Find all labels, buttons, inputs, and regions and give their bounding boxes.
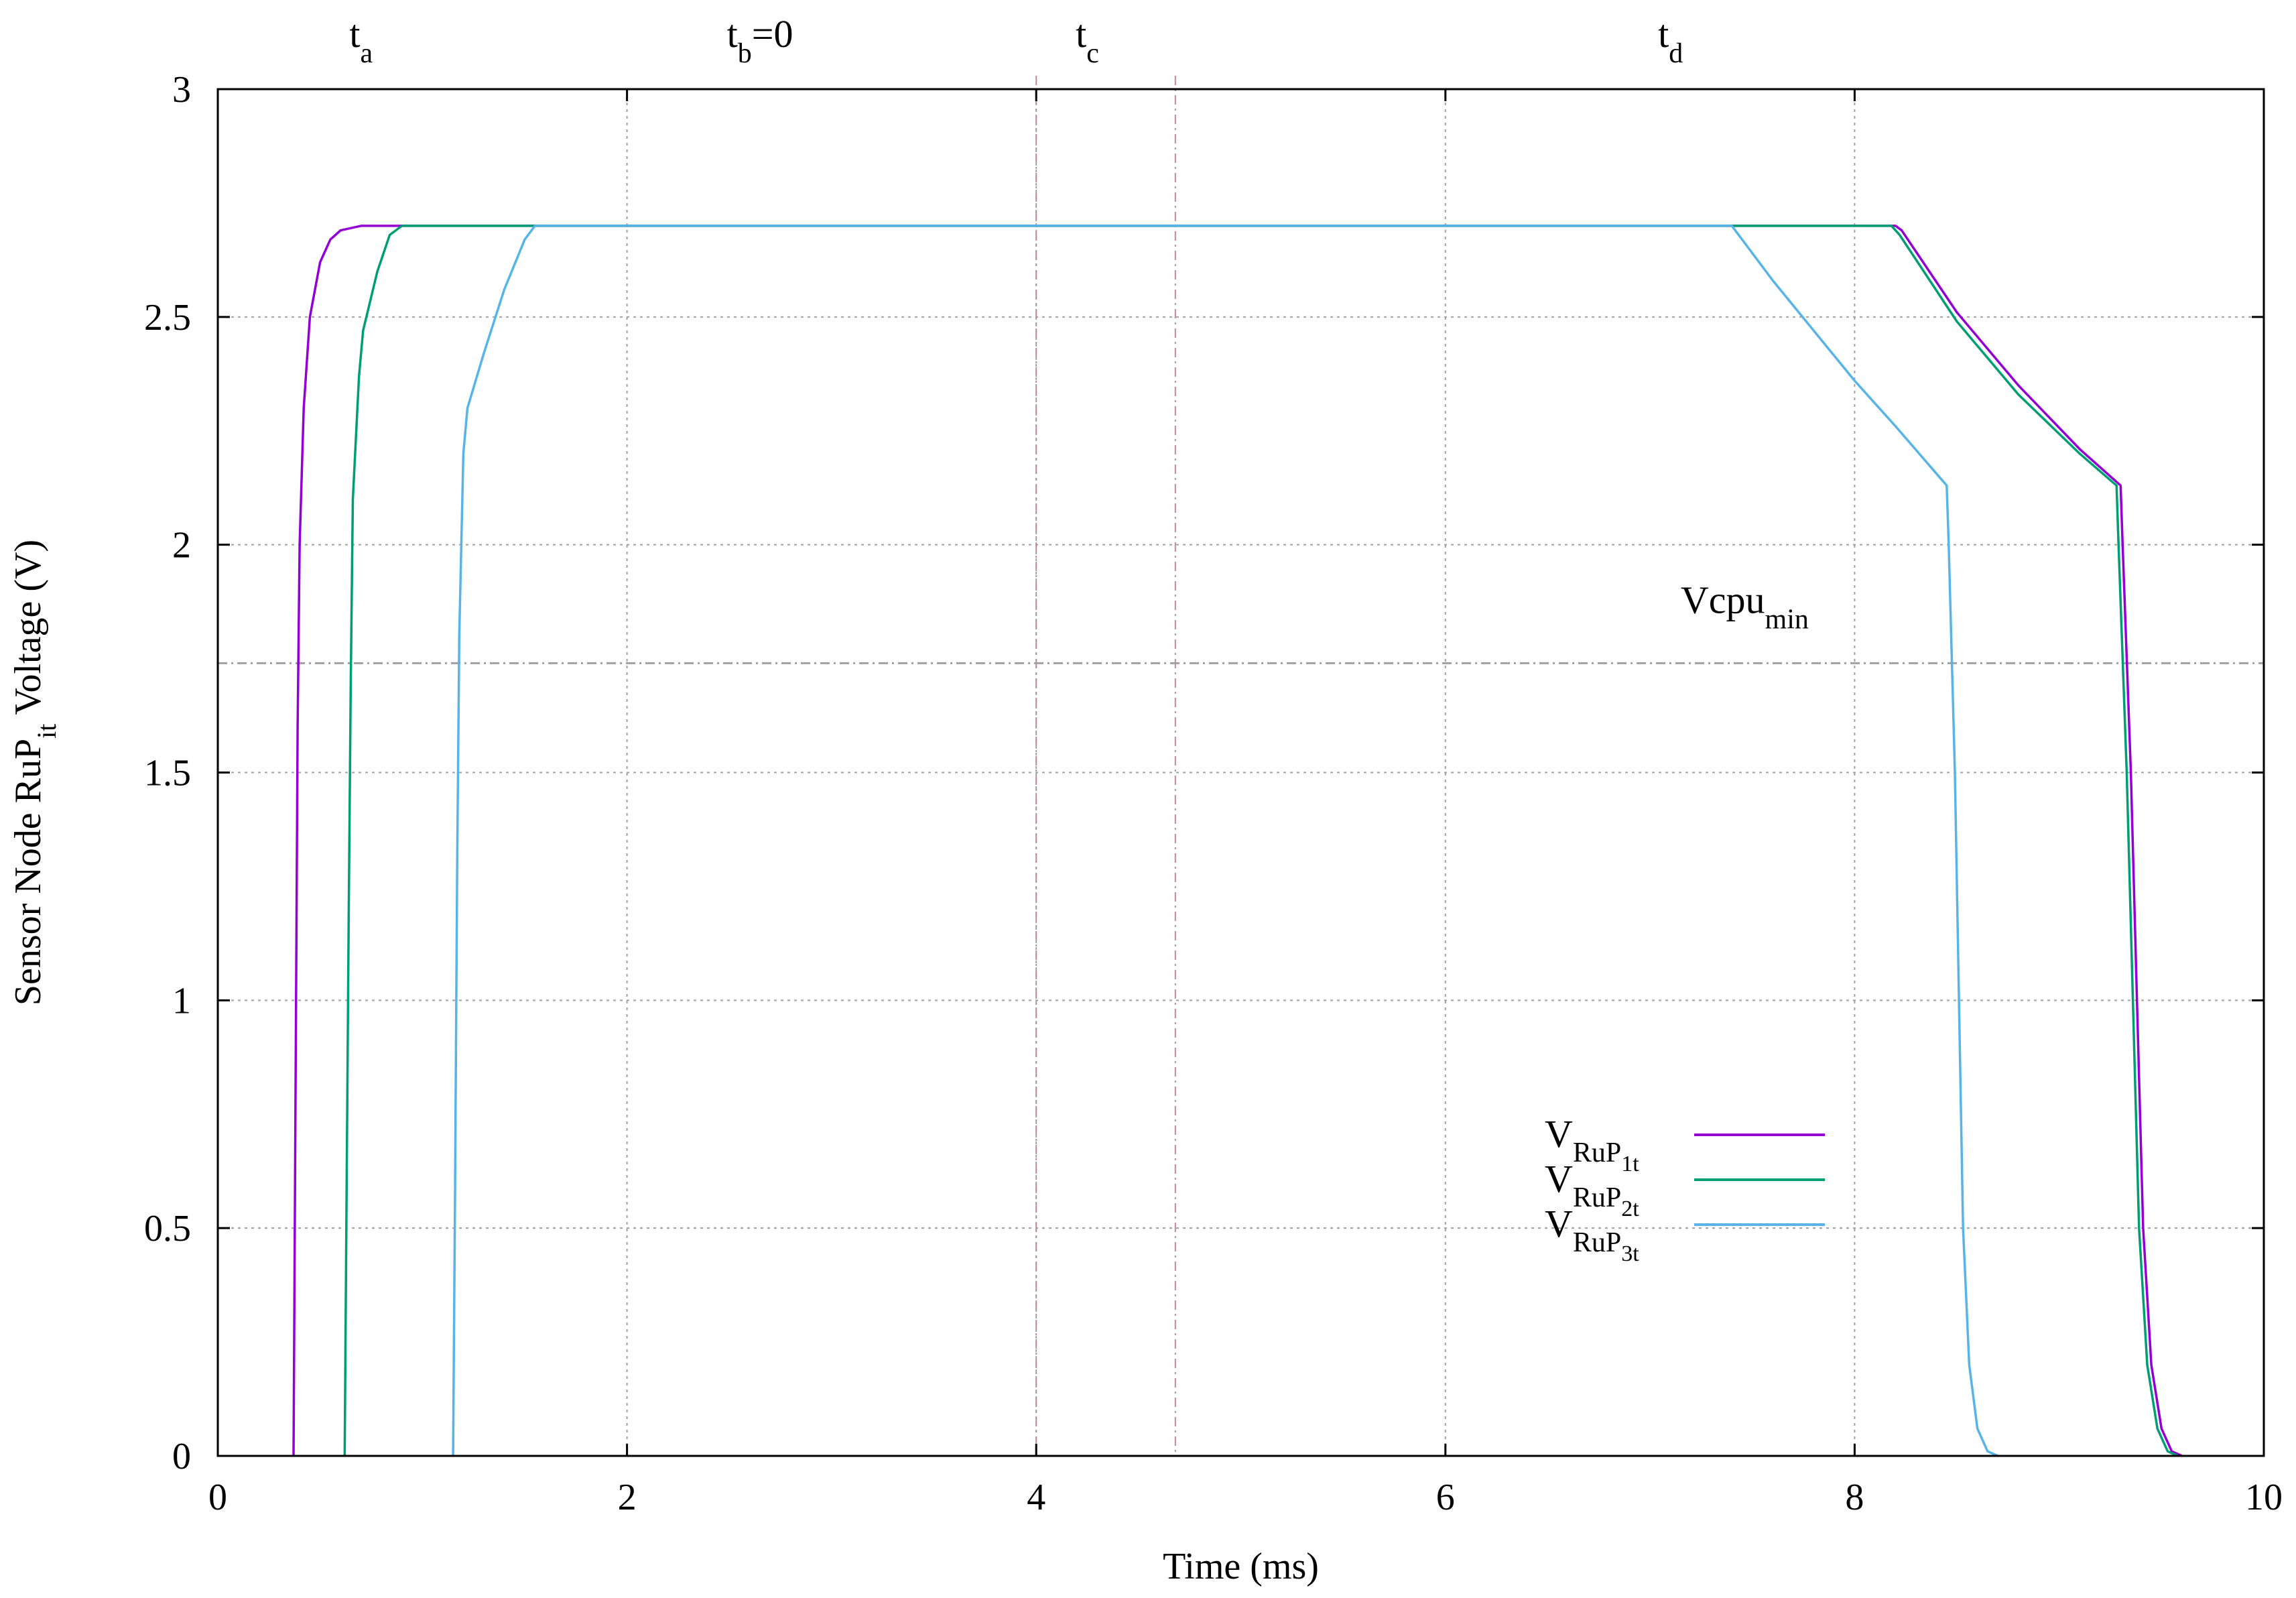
x-tick-label: 6 [1436, 1477, 1455, 1518]
y-axis-label-sub: it [31, 724, 62, 739]
y-axis-label: Sensor Node RuPit Voltage (V) [7, 540, 62, 1005]
axis-ticks [216, 88, 2265, 1457]
time-marker-label-sub: b [738, 38, 752, 69]
time-marker-label-d: td [1658, 12, 1683, 69]
x-tick-label: 8 [1845, 1477, 1864, 1518]
series-line-3 [452, 225, 1998, 1457]
time-marker-label-main: t [1076, 12, 1086, 56]
time-marker-label-sub: c [1086, 38, 1099, 69]
y-axis-label-main: Sensor Node RuP [7, 739, 49, 1005]
vcpu-min-threshold: Vcpumin [218, 578, 2264, 664]
y-tick-label: 0 [172, 1436, 191, 1477]
y-tick-label: 0.5 [144, 1208, 191, 1249]
plot-frame [216, 88, 2265, 1457]
y-axis-label-tail: Voltage (V) [7, 540, 49, 724]
time-marker-label-a: ta [349, 12, 373, 69]
time-marker-label-main: t [349, 12, 360, 56]
time-marker-label-main: t [1658, 12, 1669, 56]
series-line-1 [292, 225, 2183, 1457]
x-tick-label: 0 [208, 1477, 227, 1518]
legend-label-sub: RuP [1573, 1138, 1621, 1168]
time-marker-label-c: tc [1076, 12, 1099, 69]
series-lines [292, 225, 2183, 1457]
legend-label-sub: RuP [1573, 1182, 1621, 1213]
y-tick-label: 3 [172, 69, 191, 111]
time-marker-label-sub: a [360, 38, 373, 69]
y-tick-label: 2.5 [144, 297, 191, 339]
time-marker-label-main: t [727, 12, 738, 56]
legend-label-main: V [1545, 1157, 1573, 1201]
legend-label-main: V [1545, 1202, 1573, 1245]
vcpu-min-label: Vcpumin [1681, 578, 1809, 635]
y-tick-label: 1 [172, 980, 191, 1022]
y-tick-label: 2 [172, 525, 191, 566]
tick-labels: 0 2 4 6 8 10 0 0.5 1 1.5 2 2.5 3 [144, 69, 2283, 1518]
series-line-2 [343, 225, 2179, 1457]
vcpu-min-label-main: Vcpu [1681, 578, 1765, 622]
grid-lines [218, 89, 2264, 1456]
x-axis-label: Time (ms) [1163, 1546, 1319, 1587]
time-marker-label-tail: =0 [752, 12, 793, 56]
time-markers-labels: ta tb=0 tc td [349, 12, 1683, 69]
time-marker-label-b: tb=0 [727, 12, 793, 69]
vcpu-min-label-sub: min [1765, 605, 1809, 635]
legend-label-subsub: 2t [1621, 1196, 1639, 1221]
legend-label-3: VRuP3t [1545, 1202, 1639, 1266]
x-tick-label: 4 [1027, 1477, 1045, 1518]
legend-label-1: VRuP1t [1545, 1112, 1639, 1176]
x-tick-label: 2 [618, 1477, 637, 1518]
legend-label-subsub: 1t [1621, 1152, 1639, 1176]
legend-label-2: VRuP2t [1545, 1157, 1639, 1221]
vertical-markers [1035, 76, 1176, 1456]
y-tick-label: 1.5 [144, 753, 191, 794]
legend-label-sub: RuP [1573, 1227, 1621, 1258]
legend-label-main: V [1545, 1112, 1573, 1156]
legend-label-subsub: 3t [1621, 1241, 1639, 1266]
x-tick-label: 10 [2245, 1477, 2283, 1518]
time-marker-label-sub: d [1669, 38, 1683, 69]
